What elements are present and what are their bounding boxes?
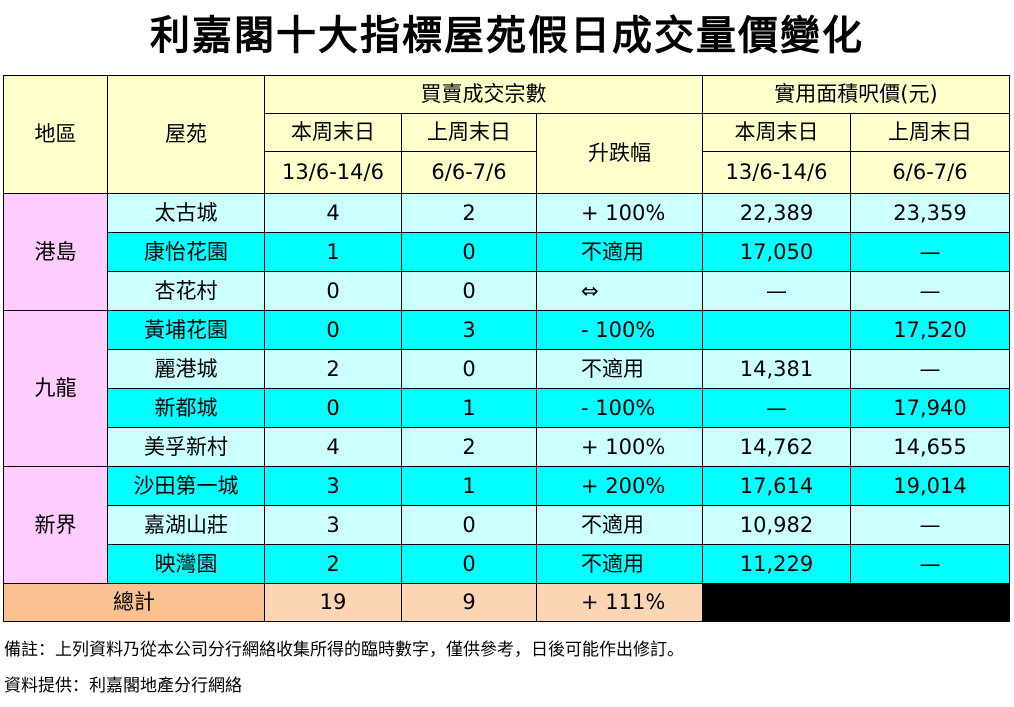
txn-change: - 100% <box>536 310 703 350</box>
district-hk: 港島 <box>3 193 108 311</box>
header-price-last-weekend: 上周末日 <box>850 113 1010 152</box>
txn-change-unchanged-icon: ⇔ <box>536 271 703 311</box>
txn-change: 不適用 <box>536 544 703 584</box>
total-txn-this: 19 <box>264 583 402 622</box>
estate-name: 太古城 <box>107 193 265 233</box>
total-row: 總計 19 9 + 111% <box>3 583 1010 622</box>
txn-last: 1 <box>401 388 537 428</box>
txn-this: 0 <box>264 310 402 350</box>
header-price-last-dates: 6/6-7/6 <box>850 151 1010 194</box>
price-last: 14,655 <box>850 427 1010 467</box>
header-price-this-dates: 13/6-14/6 <box>702 151 851 194</box>
table-row: 映灣園 2 0 不適用 11,229 — <box>3 544 1010 584</box>
estate-name: 映灣園 <box>107 544 265 584</box>
header-district: 地區 <box>3 75 108 194</box>
estate-name: 康怡花園 <box>107 232 265 272</box>
estate-name: 杏花村 <box>107 271 265 311</box>
txn-change: 不適用 <box>536 349 703 389</box>
txn-change: 不適用 <box>536 232 703 272</box>
txn-last: 2 <box>401 427 537 467</box>
estate-name: 嘉湖山莊 <box>107 505 265 545</box>
txn-change: + 100% <box>536 193 703 233</box>
price-last: — <box>850 544 1010 584</box>
estate-name: 麗港城 <box>107 349 265 389</box>
txn-last: 3 <box>401 310 537 350</box>
txn-last: 0 <box>401 544 537 584</box>
price-this: 22,389 <box>702 193 851 233</box>
txn-this: 2 <box>264 544 402 584</box>
table-row: 麗港城 2 0 不適用 14,381 — <box>3 349 1010 389</box>
txn-this: 3 <box>264 505 402 545</box>
txn-this: 4 <box>264 193 402 233</box>
txn-this: 0 <box>264 271 402 311</box>
total-txn-last: 9 <box>401 583 537 622</box>
table-row: 美孚新村 4 2 + 100% 14,762 14,655 <box>3 427 1010 467</box>
price-last: — <box>850 505 1010 545</box>
footnotes: 備註：上列資料乃從本公司分行網絡收集所得的臨時數字，僅供參考，日後可能作出修訂。… <box>4 632 684 704</box>
table-row: 新都城 0 1 - 100% — 17,940 <box>3 388 1010 428</box>
txn-last: 2 <box>401 193 537 233</box>
price-last: 19,014 <box>850 466 1010 506</box>
price-last: — <box>850 271 1010 311</box>
source-note: 資料提供：利嘉閣地產分行網絡 <box>4 676 242 696</box>
price-this: 14,381 <box>702 349 851 389</box>
table-row: 港島 太古城 4 2 + 100% 22,389 23,359 <box>3 193 1010 311</box>
price-last: 23,359 <box>850 193 1010 233</box>
table-row: 杏花村 0 0 ⇔ — — <box>3 271 1010 311</box>
price-this <box>702 310 851 350</box>
district-kln: 九龍 <box>3 310 108 467</box>
price-last: — <box>850 232 1010 272</box>
txn-last: 0 <box>401 349 537 389</box>
header-txn-this-dates: 13/6-14/6 <box>264 151 402 194</box>
txn-this: 1 <box>264 232 402 272</box>
total-label: 總計 <box>3 583 265 622</box>
table-row: 新界 沙田第一城 3 1 + 200% 17,614 19,014 <box>3 466 1010 584</box>
page-title: 利嘉閣十大指標屋苑假日成交量價變化 <box>150 13 864 59</box>
price-this: 17,614 <box>702 466 851 506</box>
estate-name: 新都城 <box>107 388 265 428</box>
price-last: 17,520 <box>850 310 1010 350</box>
price-this: 14,762 <box>702 427 851 467</box>
table-row: 康怡花園 1 0 不適用 17,050 — <box>3 232 1010 272</box>
txn-last: 0 <box>401 271 537 311</box>
header-price: 實用面積呎價(元) <box>702 75 1010 114</box>
header-transactions: 買賣成交宗數 <box>264 75 703 114</box>
txn-change: + 100% <box>536 427 703 467</box>
txn-change: + 200% <box>536 466 703 506</box>
header-price-this-weekend: 本周末日 <box>702 113 851 152</box>
estate-name: 沙田第一城 <box>107 466 265 506</box>
price-last: — <box>850 349 1010 389</box>
remark-note: 備註：上列資料乃從本公司分行網絡收集所得的臨時數字，僅供參考，日後可能作出修訂。 <box>4 640 684 660</box>
price-this: 11,229 <box>702 544 851 584</box>
price-this: — <box>702 271 851 311</box>
txn-last: 0 <box>401 505 537 545</box>
price-this: 17,050 <box>702 232 851 272</box>
transactions-table: 地區 屋苑 買賣成交宗數 實用面積呎價(元) 本周末日 上周末日 升跌幅 本周末… <box>3 75 1010 622</box>
price-this: — <box>702 388 851 428</box>
table-row: 九龍 黃埔花園 0 3 - 100% 17,520 <box>3 310 1010 467</box>
price-this: 10,982 <box>702 505 851 545</box>
header-txn-last-weekend: 上周末日 <box>401 113 537 152</box>
header-change: 升跌幅 <box>536 113 703 194</box>
table-row: 嘉湖山莊 3 0 不適用 10,982 — <box>3 505 1010 545</box>
price-last: 17,940 <box>850 388 1010 428</box>
txn-change: 不適用 <box>536 505 703 545</box>
txn-this: 4 <box>264 427 402 467</box>
txn-change: - 100% <box>536 388 703 428</box>
estate-name: 黃埔花園 <box>107 310 265 350</box>
header-estate: 屋苑 <box>107 75 265 194</box>
header-txn-last-dates: 6/6-7/6 <box>401 151 537 194</box>
estate-name: 美孚新村 <box>107 427 265 467</box>
total-change: + 111% <box>536 583 703 622</box>
header-txn-this-weekend: 本周末日 <box>264 113 402 152</box>
district-nt: 新界 <box>3 466 108 584</box>
txn-this: 3 <box>264 466 402 506</box>
txn-this: 2 <box>264 349 402 389</box>
total-price-blank <box>702 583 1010 622</box>
txn-this: 0 <box>264 388 402 428</box>
txn-last: 1 <box>401 466 537 506</box>
txn-last: 0 <box>401 232 537 272</box>
